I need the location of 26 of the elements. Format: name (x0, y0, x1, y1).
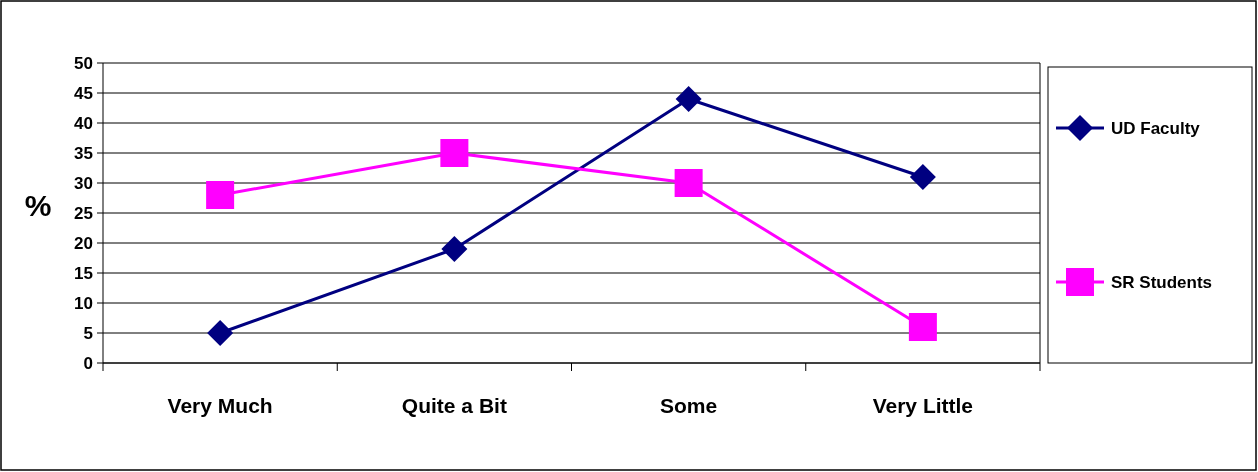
y-tick-label: 10 (74, 293, 93, 313)
x-tick-label: Quite a Bit (401, 394, 507, 417)
y-tick-label: 50 (74, 53, 93, 73)
x-tick-label: Very Little (872, 394, 974, 417)
y-tick-label: 30 (74, 173, 93, 193)
y-tick-label: 5 (83, 323, 93, 343)
point (441, 236, 468, 262)
y-tick-label: 45 (74, 83, 93, 103)
point (674, 169, 703, 197)
x-tick-label: Some (660, 394, 718, 417)
legend-label: SR Students (1111, 272, 1213, 292)
legend-label: UD Faculty (1111, 118, 1201, 138)
y-tick-label: 25 (74, 203, 93, 223)
x-tick-label: Very Much (167, 394, 273, 417)
point (206, 181, 235, 209)
y-axis-title: % (24, 188, 52, 222)
point (440, 139, 469, 167)
y-tick-label: 20 (74, 233, 93, 253)
point (207, 320, 234, 346)
point (908, 313, 937, 341)
y-tick-label: 35 (74, 143, 93, 163)
y-tick-label: 15 (74, 263, 93, 283)
point (909, 164, 936, 190)
point (675, 86, 702, 112)
y-tick-label: 40 (74, 113, 93, 133)
y-tick-label: 0 (83, 353, 93, 373)
